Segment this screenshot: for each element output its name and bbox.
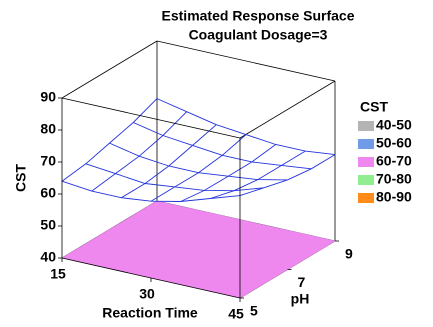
mesh-line <box>133 122 312 170</box>
box-edge <box>156 40 336 82</box>
z-tick-label: 80 <box>40 121 56 137</box>
legend-label: 50-60 <box>376 135 412 151</box>
z-tick-label: 60 <box>40 185 56 201</box>
mesh-line <box>180 144 276 202</box>
z-tick-label: 40 <box>40 249 56 265</box>
chart-title: Estimated Response Surface <box>162 8 355 24</box>
x-axis-label: Reaction Time <box>102 305 198 321</box>
box-edge <box>61 97 241 139</box>
y-tick-label: 7 <box>298 274 306 290</box>
y-tick-label: 5 <box>250 303 258 319</box>
mesh-line <box>210 150 306 199</box>
mesh-line <box>239 154 336 197</box>
y-axis-label: pH <box>291 291 310 307</box>
mesh-line <box>150 134 247 202</box>
legend-swatch <box>358 157 374 167</box>
z-tick-label: 50 <box>40 217 56 233</box>
mesh-line <box>121 124 217 199</box>
x-tick-label: 30 <box>139 286 155 302</box>
legend-swatch <box>358 121 374 131</box>
mesh-line <box>156 98 336 156</box>
x-tick-label: 15 <box>50 266 66 282</box>
legend-label: 80-90 <box>376 189 412 205</box>
legend-label: 60-70 <box>376 153 412 169</box>
legend-label: 40-50 <box>376 117 412 133</box>
mesh-line <box>61 98 158 182</box>
z-tick-label: 70 <box>40 153 56 169</box>
legend-swatch <box>358 193 374 203</box>
legend-swatch <box>358 139 374 149</box>
x-tick-label: 45 <box>228 306 244 322</box>
y-tick-label: 9 <box>345 246 353 262</box>
box-edge <box>239 80 336 139</box>
z-axis-label: CST <box>13 164 29 192</box>
chart-subtitle: Coagulant Dosage=3 <box>189 27 328 43</box>
mesh-line <box>109 142 288 181</box>
z-tick-label: 90 <box>40 89 56 105</box>
legend-swatch <box>358 175 374 185</box>
legend-title: CST <box>360 99 388 115</box>
legend-label: 70-80 <box>376 171 412 187</box>
mesh-line <box>91 111 188 192</box>
box-edge <box>61 40 158 99</box>
